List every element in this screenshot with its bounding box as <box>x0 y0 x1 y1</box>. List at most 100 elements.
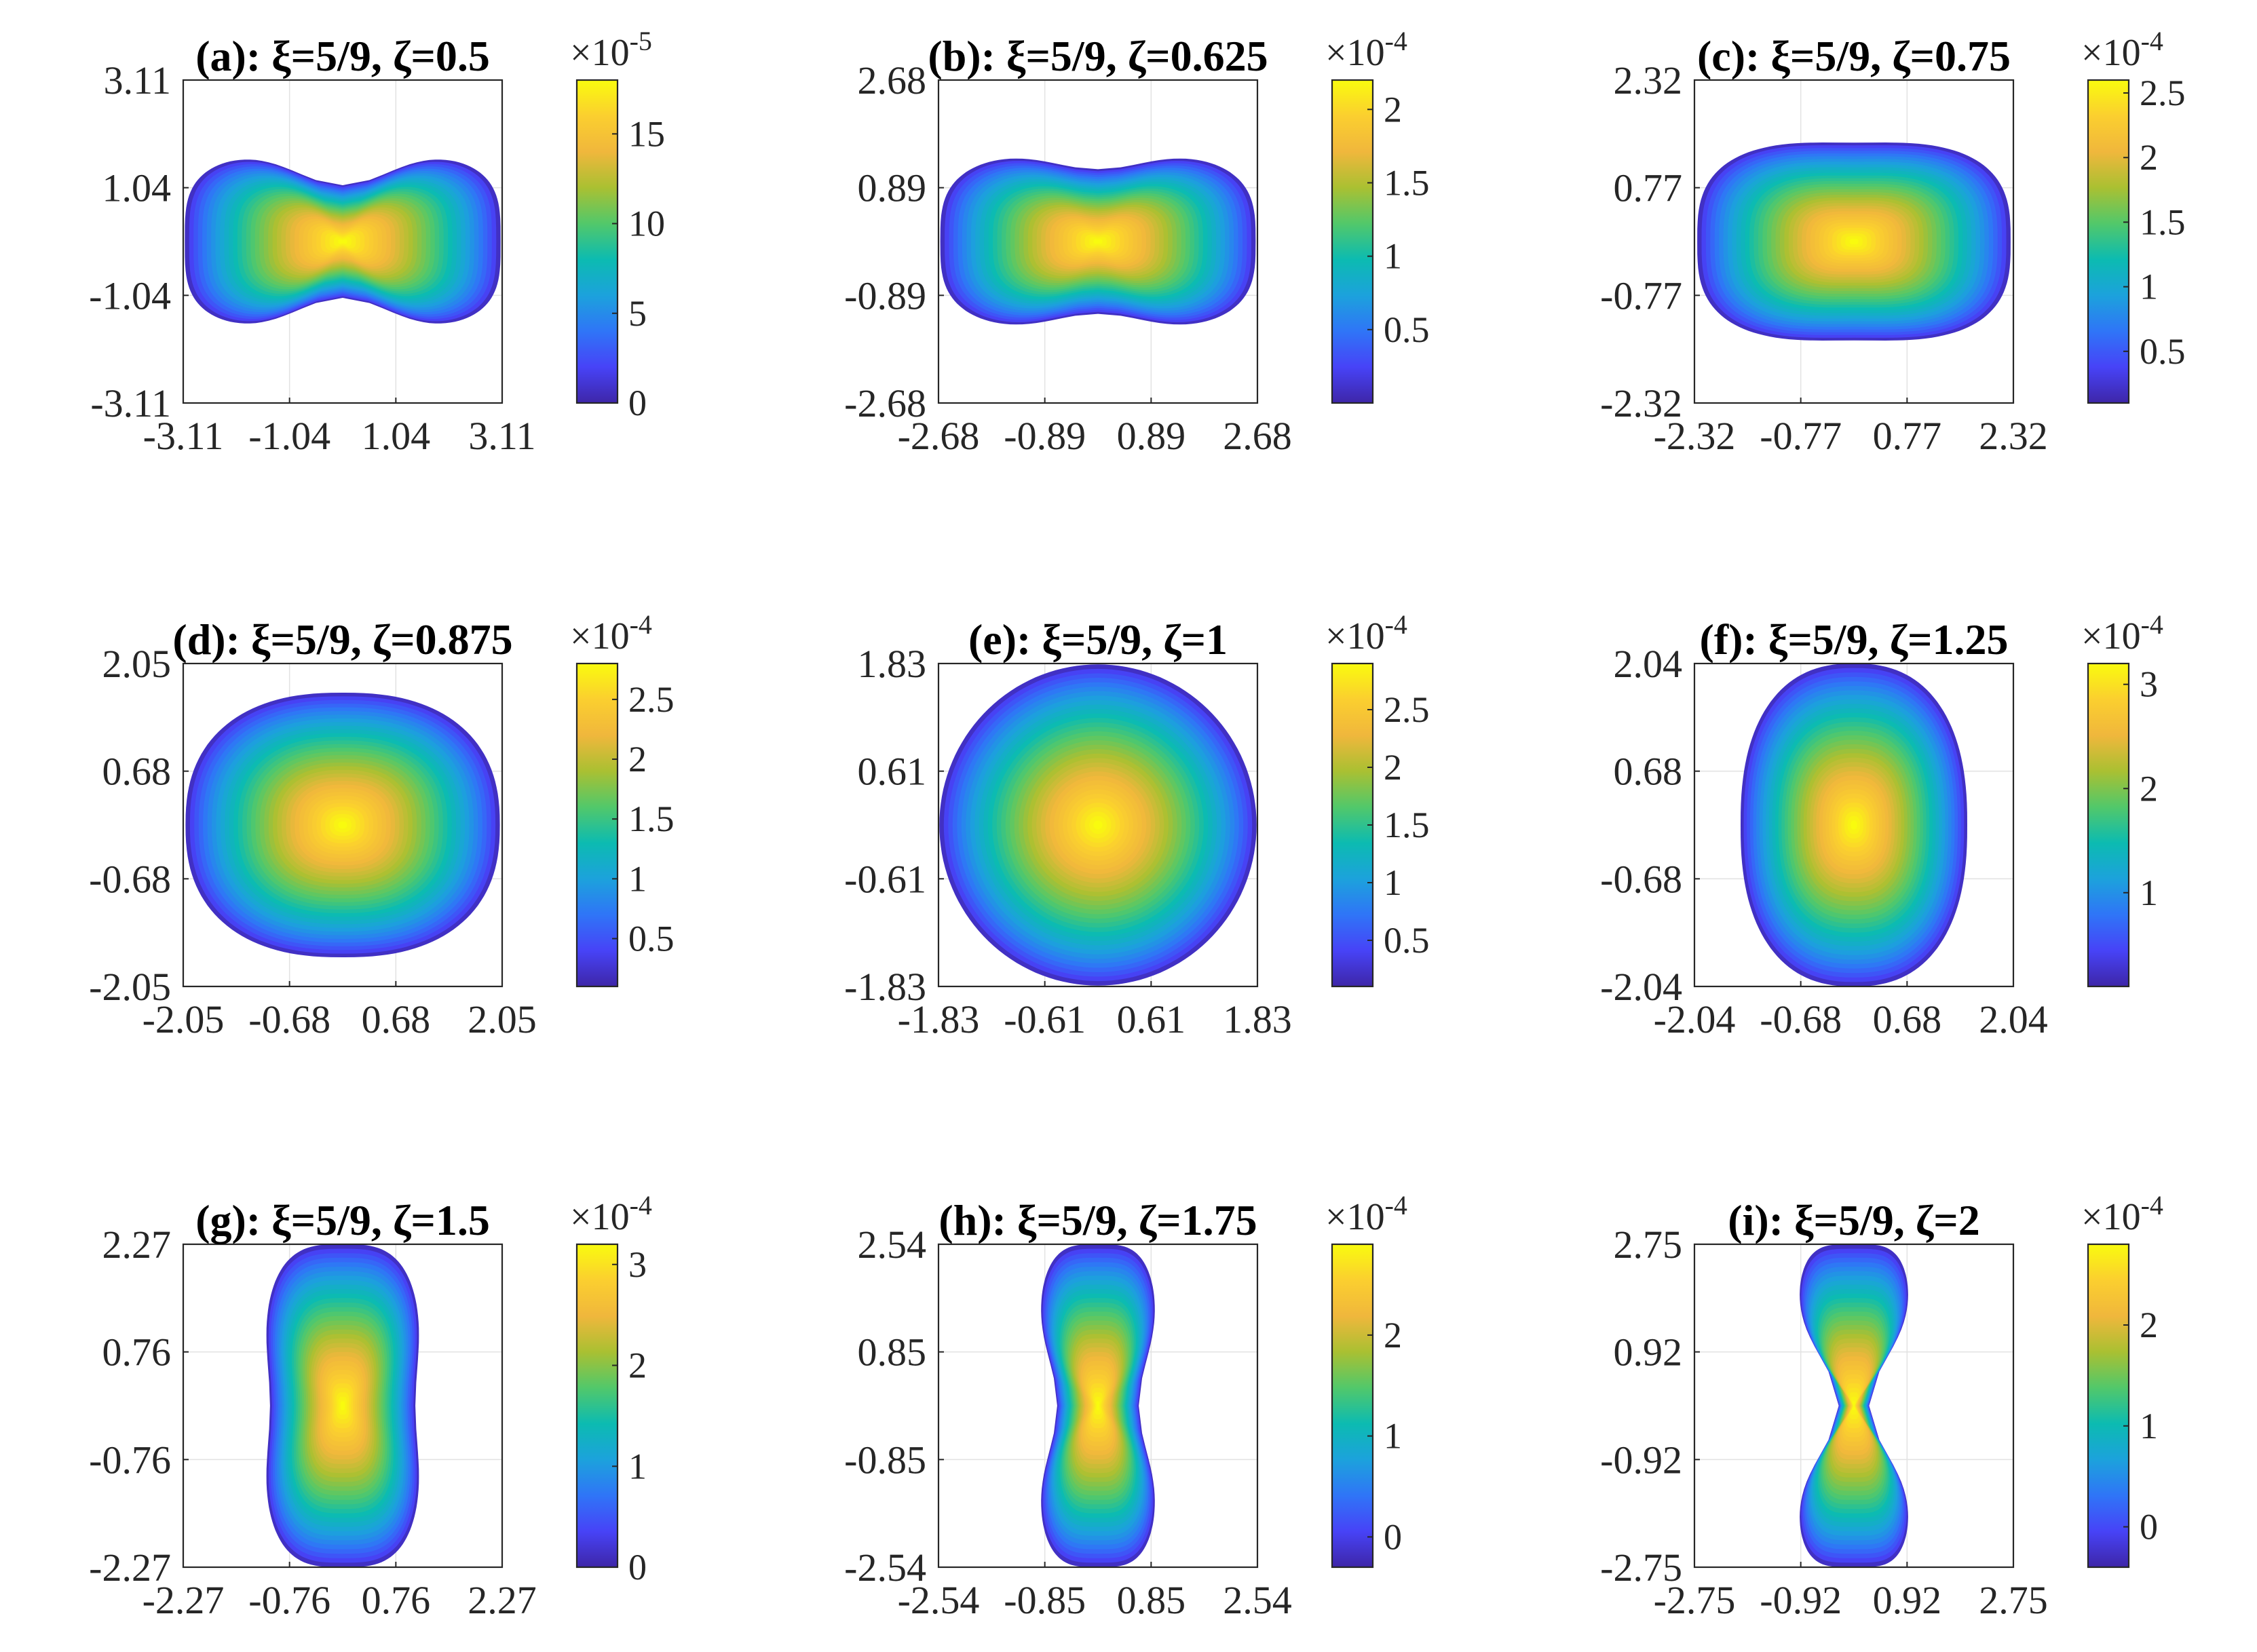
x-tick-label: 1.04 <box>362 414 431 458</box>
colorbar <box>577 80 618 403</box>
axes-box <box>182 662 504 988</box>
x-tick-label: -2.05 <box>143 997 225 1041</box>
y-tick-label: 0.77 <box>1614 166 1683 210</box>
heatmap-contour <box>1093 820 1103 830</box>
heatmap-contour <box>340 1401 345 1410</box>
heatmap-field <box>185 693 500 957</box>
colorbar-tick-label: 3 <box>628 1244 647 1285</box>
colorbar-exponent: ×10-4 <box>570 609 652 657</box>
y-tick-label: 2.75 <box>1614 1223 1683 1267</box>
y-tick-label: -0.77 <box>1600 273 1682 318</box>
panel-title: (g): ξ=5/9, ζ=1.5 <box>195 1196 490 1244</box>
colorbar-tick-label: 10 <box>628 204 665 244</box>
y-tick-label: 0.68 <box>1614 750 1683 794</box>
y-tick-label: -1.04 <box>89 273 171 318</box>
colorbar-tick-label: 15 <box>628 113 665 154</box>
x-tick-label: -0.61 <box>1004 997 1086 1041</box>
y-tick-label: -3.11 <box>90 381 171 425</box>
y-tick-label: -0.68 <box>89 857 171 901</box>
heatmap-field <box>940 158 1256 325</box>
x-tick-label: -0.68 <box>248 997 330 1041</box>
colorbar-tick-label: 2 <box>2140 1305 2158 1345</box>
colorbar-exponent: ×10-4 <box>2081 609 2163 657</box>
colorbar-tick-label: 0 <box>628 1547 647 1588</box>
panel-title: (a): ξ=5/9, ζ=0.5 <box>195 32 490 80</box>
axes-box <box>937 79 1259 404</box>
heatmap-field <box>1741 664 1967 986</box>
colorbar-tick-label: 1.5 <box>2140 201 2186 242</box>
colorbar-tick-label: 1 <box>2140 1406 2158 1446</box>
colorbar <box>2088 1244 2129 1567</box>
colorbar <box>1332 80 1373 403</box>
y-tick-label: 2.04 <box>1614 642 1683 686</box>
colorbar <box>2088 664 2129 986</box>
panel-title: (c): ξ=5/9, ζ=0.75 <box>1697 32 2011 80</box>
heatmap-contour <box>338 239 347 244</box>
y-tick-label: 0.85 <box>858 1330 927 1375</box>
x-tick-label: -3.11 <box>143 414 224 458</box>
colorbar <box>577 664 618 986</box>
panel-title: (i): ξ=5/9, ζ=2 <box>1728 1196 1979 1244</box>
y-tick-label: 1.83 <box>858 642 927 686</box>
y-tick-label: 2.05 <box>102 642 172 686</box>
axes-box <box>1693 79 2015 404</box>
heatmap-field <box>266 1244 419 1567</box>
colorbar-frame <box>1331 79 1374 404</box>
colorbar-frame <box>2087 1243 2130 1569</box>
x-tick-label: 0.77 <box>1873 414 1942 458</box>
x-tick-label: 0.76 <box>362 1578 431 1622</box>
colorbar-tick-label: 1.5 <box>1384 805 1430 845</box>
colorbar-tick-label: 1 <box>1384 1416 1402 1457</box>
colorbar-frame <box>575 662 619 988</box>
colorbar-exponent: ×10-4 <box>570 1190 652 1238</box>
heatmap-contour <box>1096 1401 1100 1410</box>
panel-i: -2.75 -0.92 0.92 2.75 2.75 0.92 -0.92 -2.75 (i):… <box>1600 1190 2163 1622</box>
panel-a: -3.11 -1.04 1.04 3.11 3.11 1.04 -1.04 -3.11 (a):… <box>89 26 665 458</box>
x-tick-label: 2.05 <box>468 997 537 1041</box>
axes-box <box>1693 662 2015 988</box>
colorbar-tick-label: 0.5 <box>1384 309 1430 350</box>
colorbar-tick-label: 1.5 <box>1384 162 1430 203</box>
y-tick-label: 2.54 <box>858 1223 927 1267</box>
colorbar-exponent: ×10-4 <box>2081 1190 2163 1238</box>
heatmap-contour <box>1852 1401 1856 1410</box>
y-tick-label: 2.32 <box>1614 58 1683 102</box>
panel-title: (h): ξ=5/9, ζ=1.75 <box>938 1196 1257 1244</box>
colorbar-tick-label: 0.5 <box>2140 331 2186 372</box>
colorbar-exponent: ×10-4 <box>1325 609 1407 657</box>
x-tick-label: 0.85 <box>1117 1578 1186 1622</box>
x-tick-label: -0.77 <box>1760 414 1842 458</box>
y-tick-label: 0.76 <box>102 1330 172 1375</box>
y-tick-label: -0.92 <box>1600 1438 1682 1482</box>
y-tick-label: -0.68 <box>1600 857 1682 901</box>
y-tick-label: -2.27 <box>89 1545 171 1590</box>
x-tick-label: -2.04 <box>1654 997 1736 1041</box>
x-tick-label: 2.04 <box>1979 997 2048 1041</box>
x-tick-label: -1.04 <box>248 414 330 458</box>
y-tick-label: -0.61 <box>844 857 926 901</box>
colorbar-tick-label: 0 <box>628 383 647 423</box>
colorbar-tick-label: 2.5 <box>1384 689 1430 730</box>
x-tick-label: 2.75 <box>1979 1578 2048 1622</box>
panel-title: (d): ξ=5/9, ζ=0.875 <box>172 615 512 664</box>
colorbar-tick-label: 0 <box>2140 1507 2158 1548</box>
panel-title: (e): ξ=5/9, ζ=1 <box>968 615 1228 664</box>
y-tick-label: 0.61 <box>858 750 927 794</box>
x-tick-label: 2.68 <box>1223 414 1292 458</box>
y-tick-label: 3.11 <box>104 58 171 102</box>
colorbar-exponent: ×10-5 <box>570 26 652 74</box>
panel-g: -2.27 -0.76 0.76 2.27 2.27 0.76 -0.76 -2.27 (g):… <box>89 1190 652 1622</box>
x-tick-label: -0.89 <box>1004 414 1086 458</box>
heatmap-field <box>939 664 1257 986</box>
x-tick-label: 0.68 <box>362 997 431 1041</box>
panel-title: (f): ξ=5/9, ζ=1.25 <box>1700 615 2009 664</box>
colorbar-tick-label: 2.5 <box>2140 73 2186 113</box>
x-tick-label: 0.68 <box>1873 997 1942 1041</box>
y-tick-label: -0.85 <box>844 1438 926 1482</box>
x-tick-label: -2.68 <box>898 414 980 458</box>
colorbar-tick-label: 2 <box>1384 747 1402 788</box>
colorbar-tick-label: 2 <box>628 1345 647 1386</box>
colorbar-tick-label: 2 <box>2140 768 2158 809</box>
heatmap-contour <box>338 821 347 829</box>
